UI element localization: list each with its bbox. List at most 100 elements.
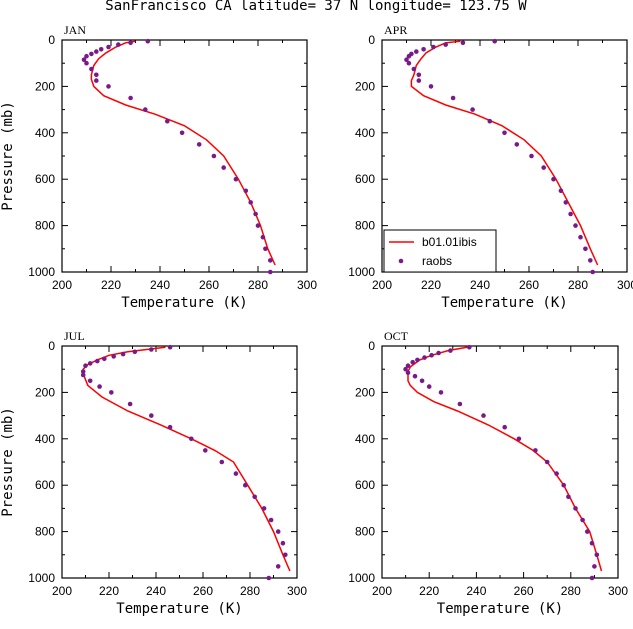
obs-point xyxy=(87,378,93,384)
plot-frame xyxy=(61,345,298,579)
obs-point xyxy=(428,84,434,89)
x-tick-label: 220 xyxy=(101,278,121,292)
y-tick-label: 200 xyxy=(355,79,375,93)
obs-point xyxy=(589,575,595,581)
y-tick-label: 1000 xyxy=(28,265,55,279)
obs-point xyxy=(165,118,170,124)
obs-point xyxy=(412,373,418,379)
obs-point xyxy=(97,384,102,389)
obs-point xyxy=(573,506,578,511)
obs-point xyxy=(563,200,569,205)
obs-point xyxy=(203,448,208,453)
obs-point xyxy=(243,188,249,194)
x-tick-label: 220 xyxy=(421,278,441,292)
obs-point xyxy=(502,424,508,430)
y-tick-label: 600 xyxy=(355,478,375,492)
obs-point xyxy=(467,344,472,350)
obs-point xyxy=(243,482,248,488)
obs-point xyxy=(233,176,239,182)
obs-point xyxy=(233,471,239,476)
legend-marker-swatch xyxy=(398,258,404,264)
x-tick-label: 300 xyxy=(297,278,317,292)
obs-point xyxy=(516,436,522,442)
obs-point xyxy=(541,165,546,170)
y-tick-label: 600 xyxy=(355,172,375,186)
obs-point xyxy=(263,246,268,252)
y-tick-label: 400 xyxy=(35,126,55,140)
obs-point xyxy=(583,246,588,252)
obs-point xyxy=(460,40,466,46)
obs-point xyxy=(106,84,111,89)
obs-point xyxy=(405,363,411,369)
obs-point xyxy=(261,506,267,511)
obs-point xyxy=(554,471,559,476)
x-tick-label: 280 xyxy=(240,584,260,598)
obs-point xyxy=(87,361,93,366)
obs-point xyxy=(275,564,281,569)
obs-point xyxy=(492,38,498,44)
obs-point xyxy=(127,401,133,407)
y-tick-label: 200 xyxy=(35,79,55,93)
obs-point xyxy=(415,357,420,363)
obs-point xyxy=(89,51,94,57)
obs-point xyxy=(416,72,422,78)
y-tick-label: 0 xyxy=(368,339,375,353)
obs-point xyxy=(149,347,154,352)
x-tick-label: 260 xyxy=(199,278,219,292)
y-tick-label: 0 xyxy=(48,33,55,47)
y-axis-title: Pressure (mb) xyxy=(0,407,16,517)
x-tick-label: 240 xyxy=(150,278,170,292)
legend-box xyxy=(383,229,497,273)
obs-point xyxy=(573,223,578,228)
obs-point xyxy=(280,540,286,546)
x-tick-label: 260 xyxy=(514,584,534,598)
obs-point xyxy=(426,384,432,389)
x-tick-label: 220 xyxy=(419,584,439,598)
y-tick-label: 800 xyxy=(35,525,55,539)
y-tick-label: 800 xyxy=(35,219,55,233)
x-tick-label: 300 xyxy=(608,584,628,598)
plot-frame xyxy=(61,39,308,273)
obs-point xyxy=(404,57,409,62)
x-tick-label: 240 xyxy=(466,584,486,598)
obs-point xyxy=(268,269,273,275)
panel-label: APR xyxy=(384,23,407,37)
obs-point xyxy=(84,53,89,59)
y-tick-label: 1000 xyxy=(28,571,55,585)
obs-point xyxy=(403,366,408,372)
obs-point xyxy=(590,269,595,275)
x-tick-label: 260 xyxy=(193,584,213,598)
obs-point xyxy=(578,234,583,240)
y-tick-label: 400 xyxy=(355,126,375,140)
x-tick-label: 200 xyxy=(52,278,72,292)
y-tick-label: 1000 xyxy=(348,571,375,585)
obs-point xyxy=(585,529,590,534)
y-tick-label: 0 xyxy=(368,33,375,47)
obs-point xyxy=(132,349,138,355)
panel-jan: JAN 200 220 240 260 280 300 0 200 400 600 800 1000 Te… xyxy=(0,23,317,311)
obs-point xyxy=(189,436,194,442)
panel-apr: APR 200 220 240 260 280 300 0 200 400 600 800 1000 Te… xyxy=(348,23,633,311)
obs-point xyxy=(443,42,449,47)
obs-point xyxy=(411,66,417,72)
x-tick-label: 220 xyxy=(99,584,119,598)
y-tick-label: 400 xyxy=(35,432,55,446)
obs-point xyxy=(457,401,463,407)
panel-jul: JUL 200 220 240 260 280 300 0 200 400 600 800 1000 Te… xyxy=(0,329,307,617)
obs-point xyxy=(561,482,566,488)
obs-point xyxy=(116,42,121,47)
obs-point xyxy=(167,424,173,430)
obs-point xyxy=(95,358,100,364)
obs-point xyxy=(568,211,573,217)
obs-point xyxy=(514,142,520,147)
obs-point xyxy=(592,564,597,569)
obs-point xyxy=(544,459,550,465)
obs-point xyxy=(219,459,225,465)
obs-point xyxy=(89,66,94,72)
obs-point xyxy=(422,355,427,360)
model-line xyxy=(82,346,291,572)
x-tick-label: 200 xyxy=(52,584,72,598)
obs-point xyxy=(252,494,257,500)
x-tick-label: 200 xyxy=(372,278,392,292)
